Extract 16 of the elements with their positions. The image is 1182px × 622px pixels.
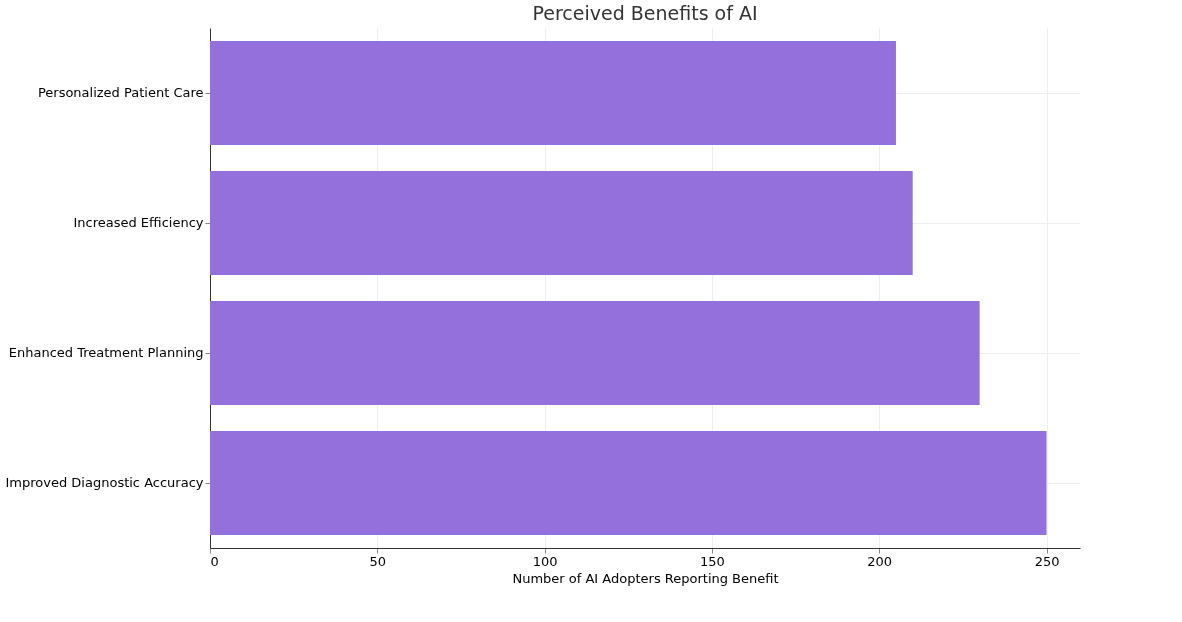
chart-title: Perceived Benefits of AI [532,2,758,24]
x-axis-title: Number of AI Adopters Reporting Benefit [512,570,779,586]
y-tick-label: Increased Efficiency [73,215,204,230]
bar [210,41,896,145]
x-tick-label: 250 [1034,553,1060,569]
bar [210,171,913,275]
x-tick-label: 150 [700,553,725,569]
x-tick-label: 50 [369,553,387,569]
y-tick-label: Personalized Patient Care [37,85,204,100]
x-tick-label: 200 [867,553,893,569]
y-tick-label: Improved Diagnostic Accuracy [5,475,204,490]
x-tick-label: 0 [210,553,219,569]
bar [210,431,1047,535]
bar [210,301,980,405]
y-tick-label: Enhanced Treatment Planning [8,345,204,360]
x-tick-label: 100 [532,553,558,569]
